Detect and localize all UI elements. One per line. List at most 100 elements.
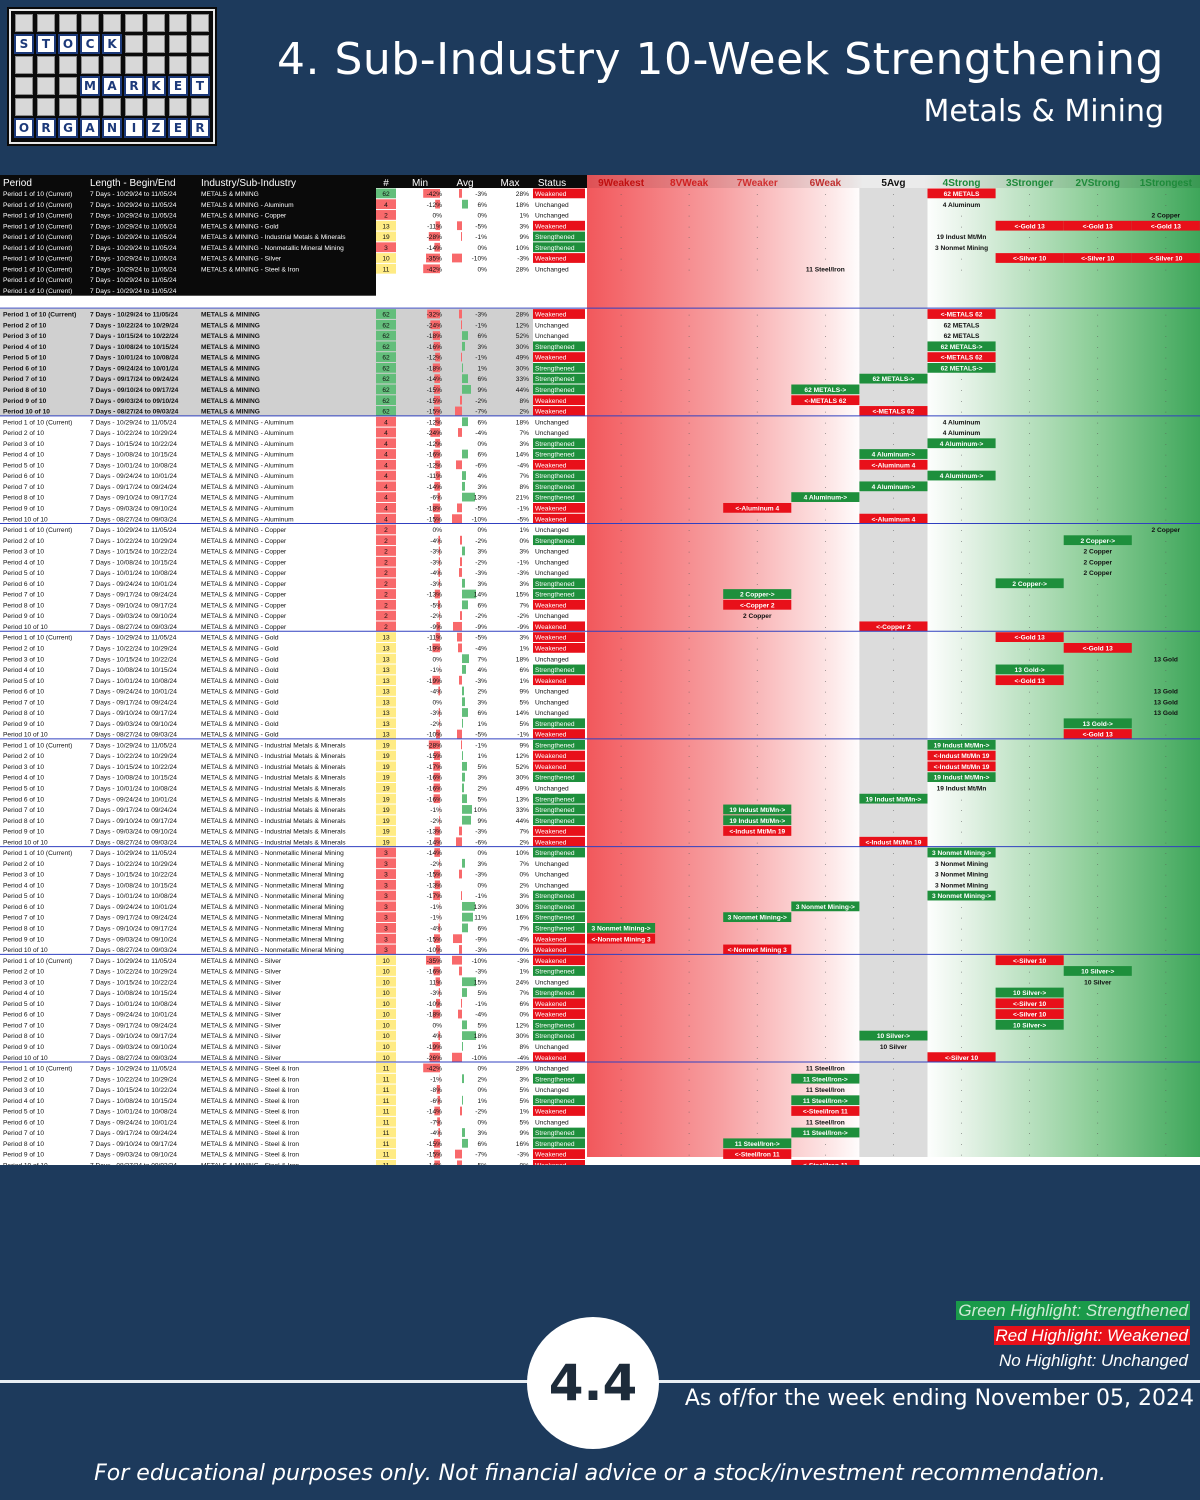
count-cell: 62 — [382, 333, 390, 340]
industry-cell: METALS & MINING - Aluminum — [201, 462, 294, 469]
strength-cell: 4 Aluminum-> — [804, 495, 848, 502]
empty-dot: . — [892, 343, 894, 350]
status-bg — [533, 976, 585, 987]
range-cell: 7 Days - 09/17/24 to 09/24/24 — [90, 484, 177, 491]
range-cell: 7 Days - 09/10/24 to 09/17/24 — [90, 1141, 177, 1148]
period-cell: Period 3 of 10 — [3, 764, 44, 771]
avg-cell: -7% — [475, 1152, 487, 1159]
range-cell: 7 Days - 09/24/24 to 10/01/24 — [90, 581, 177, 588]
avg-cell: 3% — [477, 861, 487, 868]
empty-dot: . — [688, 709, 690, 716]
period-cell: Period 7 of 10 — [3, 484, 44, 491]
empty-dot: . — [688, 795, 690, 802]
max-cell: 16% — [516, 915, 529, 922]
empty-dot: . — [1097, 634, 1099, 641]
min-bar — [432, 331, 440, 340]
min-cell: 0% — [432, 699, 442, 706]
range-cell: 7 Days - 10/29/24 to 11/05/24 — [90, 288, 177, 295]
empty-dot: . — [1097, 1140, 1099, 1147]
empty-dot: . — [1097, 1054, 1099, 1061]
empty-dot: . — [1097, 265, 1099, 272]
range-cell: 7 Days - 09/10/24 to 09/17/24 — [90, 710, 177, 717]
empty-dot: . — [1029, 1086, 1031, 1093]
empty-dot: . — [824, 1032, 826, 1039]
avg-cell: 13% — [474, 495, 487, 502]
avg-bar — [458, 643, 462, 653]
max-cell: 18% — [516, 202, 529, 209]
period-cell: Period 6 of 10 — [3, 1119, 44, 1126]
industry-cell: METALS & MINING - Nonmetallic Mineral Mi… — [201, 861, 344, 868]
status-bg — [533, 492, 585, 502]
empty-dot: . — [1097, 440, 1099, 447]
count-cell: 13 — [382, 699, 390, 706]
strength-cell: <-Aluminum 4 — [872, 462, 916, 469]
count-bg — [376, 847, 396, 858]
empty-dot: . — [620, 1086, 622, 1093]
strength-cell-bg — [927, 309, 996, 319]
empty-dot: . — [1165, 774, 1167, 781]
column-header: Status — [538, 178, 566, 189]
empty-dot: . — [892, 1065, 894, 1072]
status-bg — [533, 556, 585, 567]
avg-cell: 10% — [474, 807, 487, 814]
status-bg — [533, 923, 585, 933]
status-cell: Strengthened — [535, 893, 575, 900]
empty-dot: . — [892, 655, 894, 662]
min-cell: -9% — [430, 624, 442, 631]
strength-cell-bg — [927, 761, 996, 772]
empty-dot: . — [892, 698, 894, 705]
strength-cell-bg — [995, 998, 1064, 1009]
count-bg — [376, 1063, 396, 1073]
empty-dot: . — [1165, 903, 1167, 910]
avg-cell: -6% — [475, 462, 487, 469]
empty-dot: . — [892, 849, 894, 856]
strength-cell: <-METALS 62 — [941, 355, 983, 362]
empty-dot: . — [756, 752, 758, 759]
status-cell: Unchanged — [535, 1066, 569, 1073]
empty-dot: . — [620, 698, 622, 705]
status-bg — [533, 427, 585, 438]
status-bg — [533, 341, 585, 352]
empty-dot: . — [688, 1032, 690, 1039]
industry-cell: METALS & MINING - Aluminum — [201, 452, 294, 459]
strength-cell: 2 Copper-> — [740, 592, 775, 599]
count-bg — [376, 858, 396, 869]
status-bg — [533, 836, 585, 847]
count-bg — [376, 632, 396, 642]
strength-cell-bg — [995, 220, 1064, 231]
count-bg — [376, 352, 396, 362]
empty-dot: . — [1029, 731, 1031, 738]
industry-cell: METALS & MINING - Gold — [201, 645, 279, 652]
count-bg — [376, 923, 396, 933]
avg-cell: 3% — [477, 484, 487, 491]
status-bg — [533, 783, 585, 793]
industry-cell: METALS & MINING - Nonmetallic Mineral Mi… — [201, 915, 344, 922]
industry-cell: METALS & MINING - Silver — [201, 1001, 282, 1008]
industry-cell: METALS & MINING — [201, 398, 260, 405]
empty-dot: . — [688, 838, 690, 845]
max-cell: 1% — [519, 969, 529, 976]
empty-dot: . — [961, 1065, 963, 1072]
strength-cell: 10 Silver — [880, 1044, 908, 1051]
status-cell: Weakened — [535, 753, 567, 760]
empty-dot: . — [824, 569, 826, 576]
empty-dot: . — [892, 709, 894, 716]
period-cell: Period 2 of 10 — [3, 645, 44, 652]
count-cell: 3 — [384, 893, 388, 900]
range-cell: 7 Days - 10/01/24 to 10/08/24 — [90, 355, 179, 362]
strength-cell: 3 Nonmet Mining — [935, 882, 988, 889]
empty-dot: . — [892, 1118, 894, 1125]
industry-cell: METALS & MINING - Industrial Metals & Mi… — [201, 818, 346, 825]
min-cell: -16% — [427, 796, 443, 803]
strength-cell: 4 Aluminum-> — [872, 452, 916, 459]
empty-dot: . — [756, 612, 758, 619]
min-cell: -14% — [427, 484, 443, 491]
avg-bar — [459, 675, 462, 685]
empty-dot: . — [892, 1140, 894, 1147]
period-cell: Period 1 of 10 (Current) — [3, 635, 72, 642]
strength-cell-bg — [859, 373, 928, 384]
industry-cell: METALS & MINING — [201, 376, 260, 383]
industry-cell: METALS & MINING - Nonmetallic Mineral Mi… — [201, 926, 344, 933]
empty-dot: . — [824, 978, 826, 985]
count-cell: 62 — [382, 344, 390, 351]
